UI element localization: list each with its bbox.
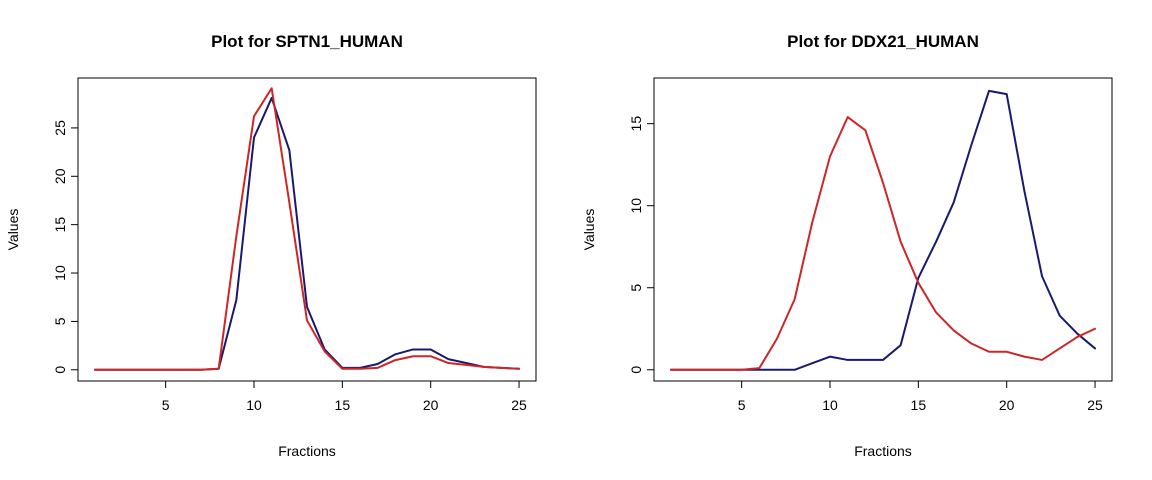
x-tick-label: 5 xyxy=(162,397,170,413)
y-tick-label: 25 xyxy=(52,120,68,136)
y-tick-label: 0 xyxy=(628,366,644,374)
x-tick-label: 15 xyxy=(335,397,351,413)
y-tick-label: 20 xyxy=(52,168,68,184)
x-tick-label: 25 xyxy=(1087,397,1103,413)
series-line-0 xyxy=(669,89,1097,371)
y-tick-label: 5 xyxy=(52,317,68,325)
x-axis-label: Fractions xyxy=(854,443,912,459)
y-tick-label: 15 xyxy=(52,217,68,233)
x-tick-label: 15 xyxy=(911,397,927,413)
chart-ddx21: Plot for DDX21_HUMAN 5 10 15 20 25 0 5 10 15 Fract… xyxy=(581,32,1113,459)
y-axis-label: Values xyxy=(581,209,597,251)
series-line-0 xyxy=(93,96,521,371)
plot-frame xyxy=(77,77,537,382)
series-line-1 xyxy=(669,116,1097,371)
x-tick-label: 20 xyxy=(999,397,1015,413)
series-line-1 xyxy=(93,87,521,371)
y-tick-label: 5 xyxy=(628,284,644,292)
y-tick-label: 15 xyxy=(628,116,644,132)
x-tick-label: 10 xyxy=(246,397,262,413)
chart-title: Plot for SPTN1_HUMAN xyxy=(211,32,403,51)
y-tick-label: 10 xyxy=(52,265,68,281)
chart-sptn1: Plot for SPTN1_HUMAN 5 10 15 20 25 0 5 10 15 20 25 F… xyxy=(5,32,537,459)
x-axis-label: Fractions xyxy=(278,443,336,459)
x-tick-label: 10 xyxy=(822,397,838,413)
chart-title: Plot for DDX21_HUMAN xyxy=(787,32,979,51)
x-tick-label: 25 xyxy=(511,397,527,413)
y-tick-label: 10 xyxy=(628,198,644,214)
y-axis-label: Values xyxy=(5,209,21,251)
plot-frame xyxy=(653,77,1113,382)
x-tick-label: 20 xyxy=(423,397,439,413)
x-tick-label: 5 xyxy=(738,397,746,413)
y-tick-label: 0 xyxy=(52,366,68,374)
